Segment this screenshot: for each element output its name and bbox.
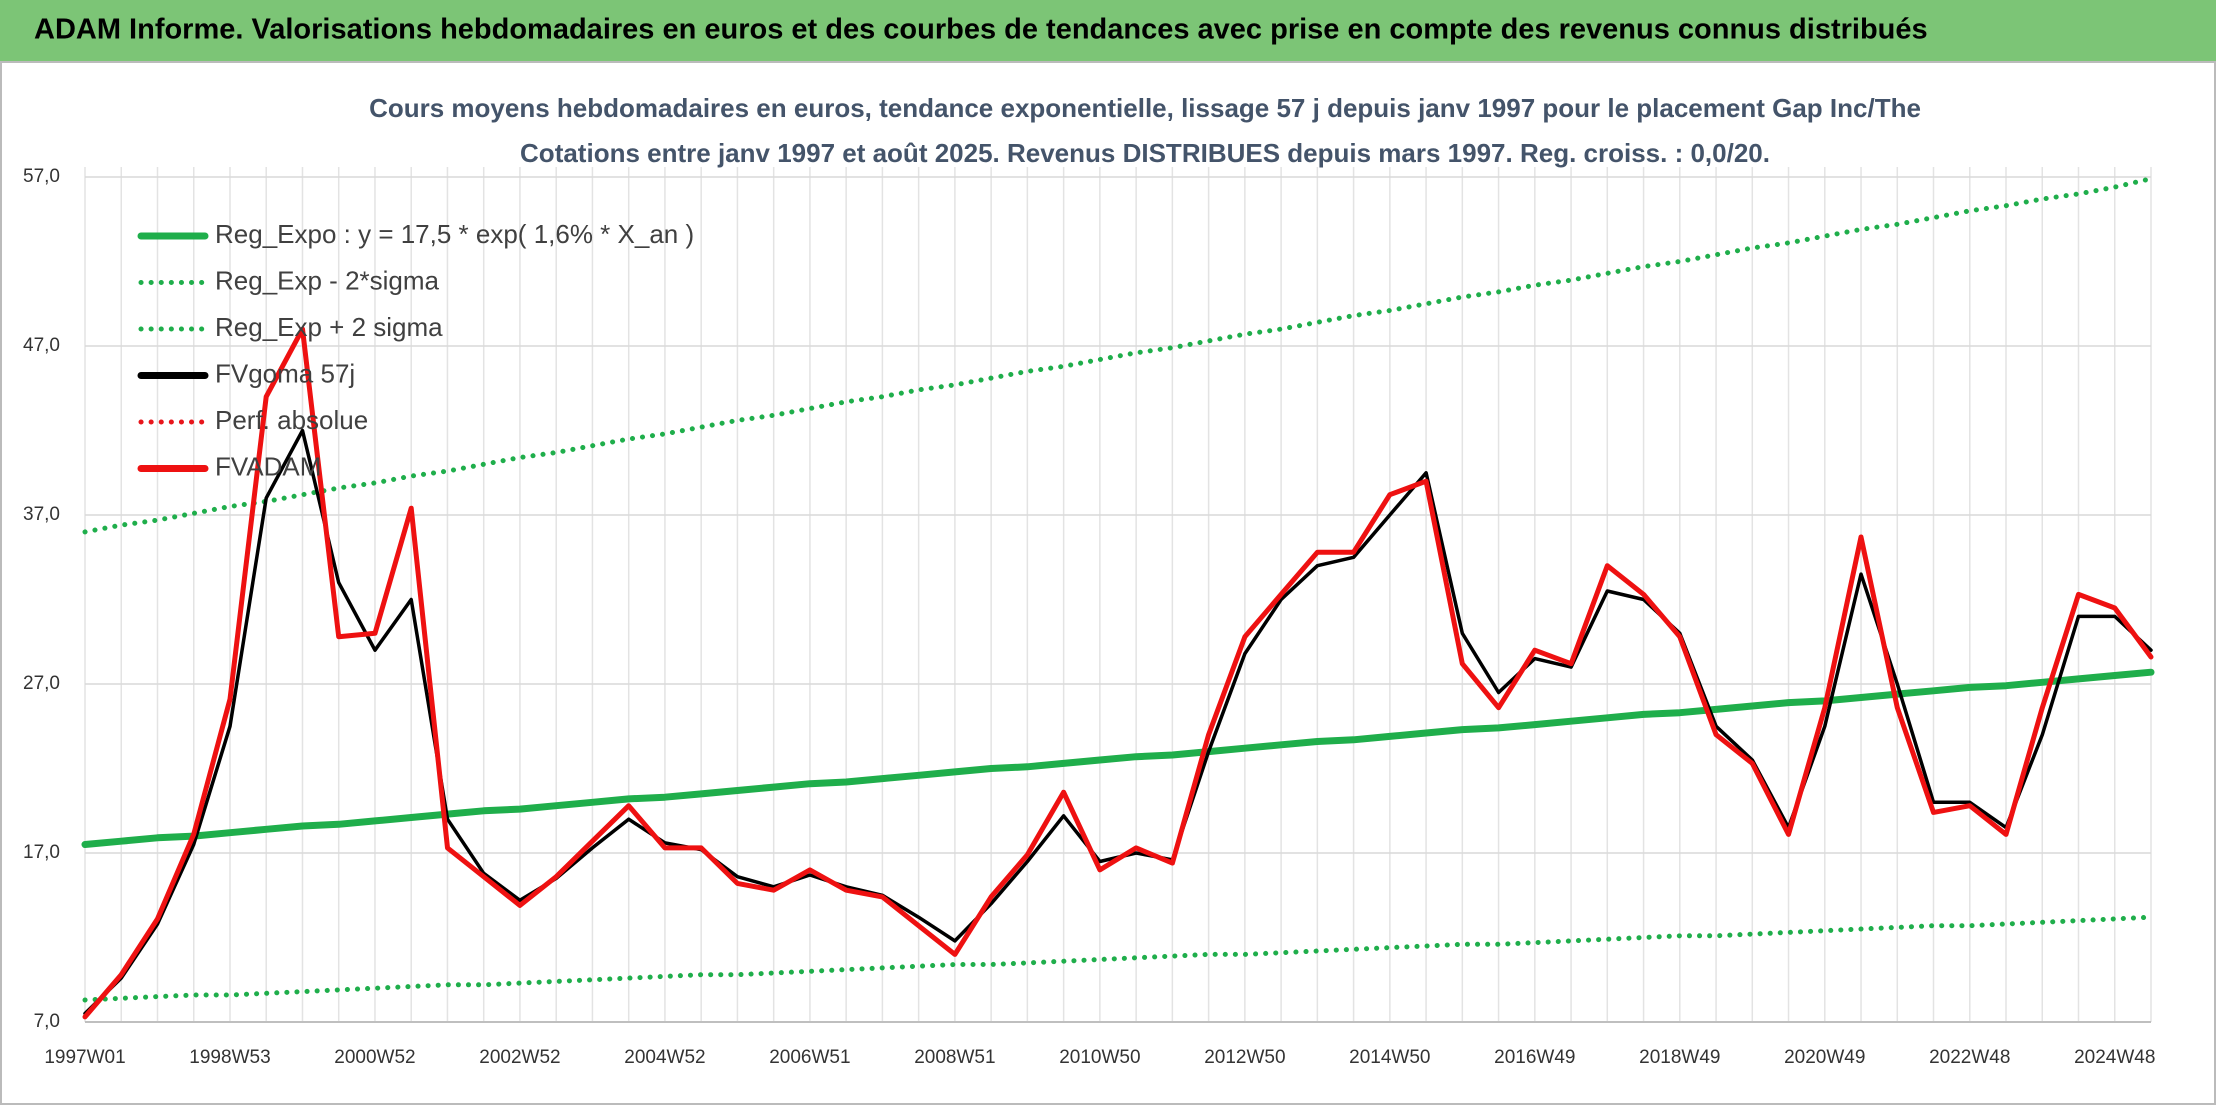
x-tick-label: 2020W49 xyxy=(1784,1047,1865,1068)
series-line xyxy=(82,914,2154,1003)
y-tick-label: 27,0 xyxy=(23,673,60,694)
chart-subtitle: Cotations entre janv 1997 et août 2025. … xyxy=(520,138,1770,168)
y-tick-label: 47,0 xyxy=(23,335,60,356)
x-tick-label: 2014W50 xyxy=(1349,1047,1430,1068)
x-tick-label: 2012W50 xyxy=(1204,1047,1285,1068)
x-tick-label: 2018W49 xyxy=(1639,1047,1720,1068)
header-title: ADAM Informe. Valorisations hebdomadaire… xyxy=(34,14,1928,46)
x-tick-label: 2016W49 xyxy=(1494,1047,1575,1068)
legend-label: FVgoma 57j xyxy=(215,358,355,388)
x-tick-label: 2010W50 xyxy=(1059,1047,1140,1068)
y-tick-label: 17,0 xyxy=(23,842,60,863)
x-tick-label: 2004W52 xyxy=(624,1047,705,1068)
series-line xyxy=(82,176,2154,535)
legend-label: FVADAM xyxy=(215,451,321,481)
legend-label: Reg_Exp + 2 sigma xyxy=(215,312,443,342)
x-tick-label: 2000W52 xyxy=(334,1047,415,1068)
header-bar xyxy=(0,0,2216,62)
legend-label: Reg_Expo : y = 17,5 * exp( 1,6% * X_an ) xyxy=(215,219,694,249)
frame xyxy=(0,61,2216,1105)
series-line xyxy=(81,668,2155,848)
y-tick-label: 57,0 xyxy=(23,166,60,187)
x-tick-label: 1997W01 xyxy=(44,1047,125,1068)
x-tick-label: 2006W51 xyxy=(769,1047,850,1068)
x-tick-label: 1998W53 xyxy=(189,1047,270,1068)
y-tick-label: 37,0 xyxy=(23,504,60,525)
x-tick-label: 2008W51 xyxy=(914,1047,995,1068)
chart-title: Cours moyens hebdomadaires en euros, ten… xyxy=(369,93,1921,123)
x-tick-label: 2024W48 xyxy=(2074,1047,2155,1068)
series-line xyxy=(82,326,2154,1020)
legend-label: Reg_Exp - 2*sigma xyxy=(215,265,440,295)
x-tick-label: 2022W48 xyxy=(1929,1047,2010,1068)
x-tick-label: 2002W52 xyxy=(479,1047,560,1068)
legend-label: Perf. absolue xyxy=(215,405,368,435)
y-tick-label: 7,0 xyxy=(34,1011,60,1032)
